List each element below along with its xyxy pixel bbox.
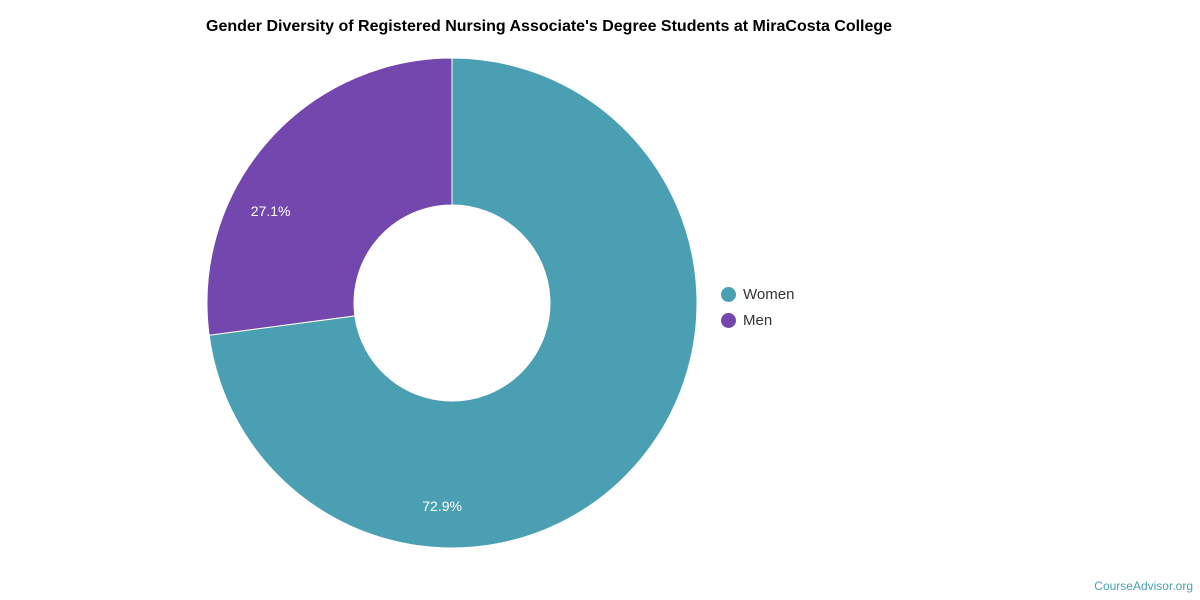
data-label-men: 27.1% <box>251 203 291 219</box>
watermark[interactable]: CourseAdvisor.org <box>1094 579 1193 593</box>
legend-item-women[interactable]: Women <box>721 281 794 307</box>
legend-marker-women <box>721 286 736 302</box>
legend-item-men[interactable]: Men <box>721 307 794 333</box>
legend-label-women: Women <box>743 285 795 303</box>
slice-women[interactable] <box>208 57 698 549</box>
chart-title: Gender Diversity of Registered Nursing A… <box>206 18 893 35</box>
legend-label-men: Men <box>743 311 773 329</box>
slice-men[interactable] <box>206 57 453 336</box>
legend: Women Men <box>721 281 794 333</box>
legend-marker-men <box>721 312 736 328</box>
data-label-women: 72.9% <box>422 498 462 514</box>
